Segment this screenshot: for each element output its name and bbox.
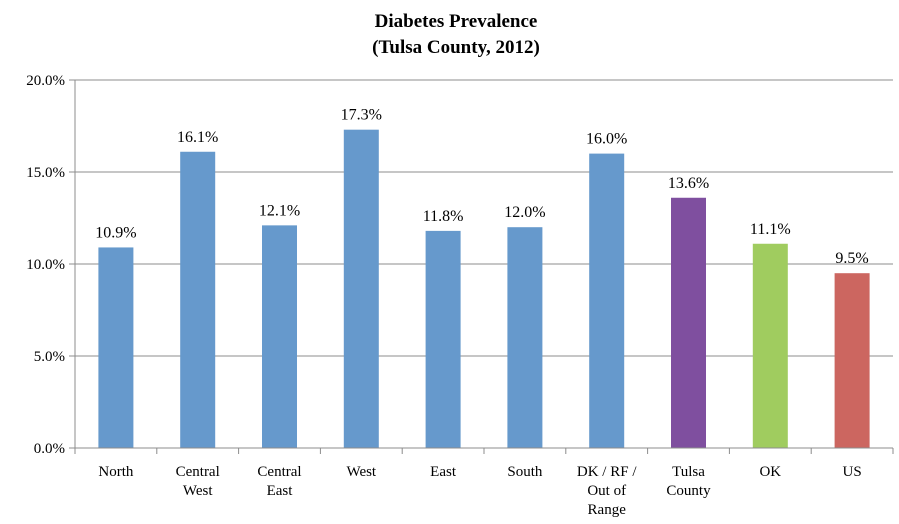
x-tick-label: County bbox=[666, 483, 711, 499]
x-tick-label: DK / RF / bbox=[577, 464, 637, 480]
bar bbox=[589, 153, 625, 448]
data-label: 11.8% bbox=[423, 208, 464, 225]
data-label: 12.0% bbox=[504, 204, 545, 221]
y-tick-label: 20.0% bbox=[26, 73, 65, 89]
chart-title-line-2: (Tulsa County, 2012) bbox=[372, 37, 540, 58]
bar bbox=[834, 273, 870, 448]
bar bbox=[752, 243, 788, 448]
data-label: 12.1% bbox=[259, 202, 300, 219]
x-tick-label: West bbox=[346, 464, 376, 480]
data-label: 13.6% bbox=[668, 175, 709, 192]
x-tick-label: East bbox=[430, 464, 457, 480]
x-tick-label: Central bbox=[176, 464, 220, 480]
data-label: 10.9% bbox=[95, 224, 136, 241]
y-axis: 0.0% 5.0% 10.0% 15.0% 20.0% bbox=[26, 73, 76, 457]
chart-title-line-1: Diabetes Prevalence bbox=[375, 11, 538, 32]
chart-title: Diabetes Prevalence (Tulsa County, 2012) bbox=[372, 11, 540, 58]
data-label: 17.3% bbox=[341, 107, 382, 124]
bar bbox=[425, 230, 461, 448]
x-tick-label: East bbox=[267, 483, 294, 499]
x-axis: North Central West Central East West East South… bbox=[74, 447, 894, 518]
y-tick-label: 10.0% bbox=[26, 257, 65, 273]
x-tick-label: Range bbox=[588, 502, 627, 518]
x-tick-label: North bbox=[98, 464, 133, 480]
x-tick-label: Tulsa bbox=[672, 464, 705, 480]
data-labels: 10.9% 16.1% 12.1% 17.3% 11.8% 12.0% 16.0% 13.6%… bbox=[95, 107, 869, 268]
data-label: 11.1% bbox=[750, 221, 791, 238]
data-label: 16.0% bbox=[586, 131, 627, 148]
bar bbox=[507, 227, 543, 448]
x-tick-label: West bbox=[183, 483, 213, 499]
data-label: 9.5% bbox=[835, 250, 868, 267]
y-tick-label: 0.0% bbox=[34, 441, 65, 457]
data-label: 16.1% bbox=[177, 129, 218, 146]
bar bbox=[180, 151, 216, 448]
x-tick-label: Central bbox=[257, 464, 301, 480]
y-tick-label: 5.0% bbox=[34, 349, 65, 365]
bar bbox=[262, 225, 297, 448]
bar bbox=[671, 197, 706, 448]
y-tick-label: 15.0% bbox=[26, 165, 65, 181]
x-tick-label: South bbox=[507, 464, 543, 480]
x-tick-label: OK bbox=[759, 464, 781, 480]
x-tick-label: US bbox=[843, 464, 862, 480]
bar bbox=[343, 129, 379, 448]
x-tick-label: Out of bbox=[587, 483, 626, 499]
bar bbox=[98, 247, 134, 448]
bars bbox=[98, 129, 870, 448]
